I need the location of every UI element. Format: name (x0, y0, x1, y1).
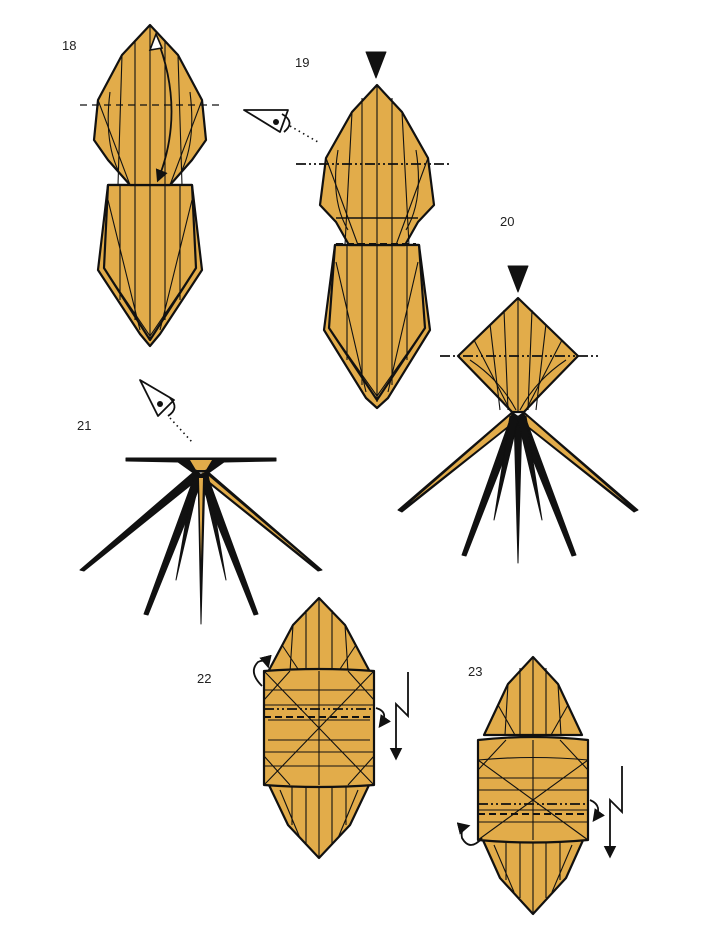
step-21-model (79, 457, 323, 625)
eye-icon (139, 379, 193, 443)
zigzag-arrow-icon (603, 766, 623, 859)
fold-arrow-icon (148, 31, 164, 52)
step-19-model (296, 83, 452, 410)
push-arrow-icon (507, 265, 529, 293)
step-number-20: 20 (500, 214, 514, 229)
step-19: 19 (243, 51, 452, 410)
step-22: 22 (197, 596, 409, 860)
eye-icon (243, 109, 319, 143)
zigzag-arrow-icon (389, 672, 409, 761)
push-arrow-icon (365, 51, 387, 79)
step-22-model (252, 596, 409, 860)
fold-arrow-icon (589, 799, 605, 823)
flip-arrow-icon (252, 654, 272, 687)
step-number-21: 21 (77, 418, 91, 433)
step-number-19: 19 (295, 55, 309, 70)
step-number-18: 18 (62, 38, 76, 53)
step-23: 23 (456, 655, 623, 916)
step-number-23: 23 (468, 664, 482, 679)
step-20: 20 (397, 214, 639, 564)
fold-arrow-icon (375, 707, 391, 729)
step-23-model (456, 655, 623, 916)
step-21: 21 (77, 379, 323, 625)
step-18: 18 (62, 23, 222, 348)
flip-arrow-icon (456, 822, 483, 846)
step-number-22: 22 (197, 671, 211, 686)
step-20-model (397, 296, 639, 564)
step-18-model (80, 23, 222, 348)
